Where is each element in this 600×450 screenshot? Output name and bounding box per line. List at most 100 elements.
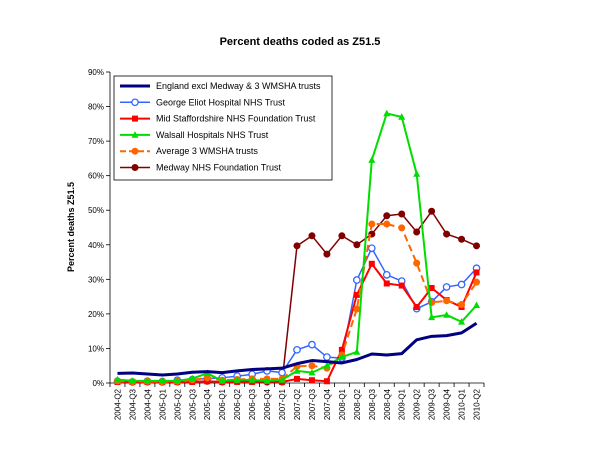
data-point bbox=[308, 362, 316, 370]
x-tick-label: 2005-Q3 bbox=[188, 388, 197, 420]
y-axis-label: Percent deaths Z51.5 bbox=[66, 182, 76, 272]
y-tick-label: 90% bbox=[88, 68, 104, 77]
x-tick-label: 2010-Q1 bbox=[458, 388, 467, 420]
data-point bbox=[353, 241, 361, 249]
y-tick-label: 60% bbox=[88, 172, 104, 181]
data-point bbox=[308, 377, 315, 384]
data-point bbox=[113, 375, 121, 383]
x-tick-label: 2004-Q3 bbox=[128, 388, 137, 420]
x-tick-label: 2004-Q2 bbox=[113, 388, 122, 420]
y-tick-label: 30% bbox=[88, 275, 104, 284]
x-tick-label: 2006-Q1 bbox=[218, 388, 227, 420]
data-point bbox=[368, 260, 375, 267]
y-tick-label: 10% bbox=[88, 344, 104, 353]
legend-entry: Walsall Hospitals NHS Trust bbox=[156, 130, 269, 140]
x-tick-label: 2005-Q4 bbox=[203, 388, 212, 420]
data-point bbox=[353, 348, 361, 355]
data-point bbox=[413, 259, 421, 267]
data-point bbox=[233, 376, 241, 383]
legend-entry: Medway NHS Foundation Trust bbox=[156, 163, 282, 173]
data-point bbox=[383, 280, 390, 287]
legend-marker bbox=[131, 147, 139, 155]
x-tick-label: 2006-Q4 bbox=[263, 388, 272, 420]
series-layer bbox=[113, 109, 481, 386]
data-point bbox=[367, 244, 376, 253]
data-point bbox=[428, 284, 435, 291]
data-point bbox=[442, 283, 451, 291]
data-point bbox=[473, 301, 481, 309]
data-point bbox=[308, 340, 316, 349]
data-point bbox=[323, 250, 331, 258]
x-tick-label: 2010-Q2 bbox=[473, 388, 482, 420]
y-tick-label: 70% bbox=[88, 137, 104, 146]
data-point bbox=[293, 345, 301, 354]
data-point bbox=[293, 367, 301, 374]
data-point bbox=[443, 297, 451, 305]
data-point bbox=[457, 280, 466, 289]
data-point bbox=[413, 228, 421, 236]
data-point bbox=[294, 375, 300, 382]
data-point bbox=[398, 224, 406, 232]
data-point bbox=[383, 109, 391, 117]
data-point bbox=[473, 269, 480, 276]
data-point bbox=[428, 313, 436, 321]
x-tick-label: 2006-Q2 bbox=[233, 388, 242, 420]
x-tick-label: 2007-Q1 bbox=[278, 388, 287, 420]
data-point bbox=[458, 235, 466, 243]
data-point bbox=[338, 346, 345, 353]
x-tick-label: 2009-Q3 bbox=[428, 388, 437, 420]
legend-box bbox=[113, 75, 333, 181]
data-point bbox=[413, 170, 421, 177]
data-point bbox=[263, 377, 271, 384]
y-tick-label: 0% bbox=[92, 379, 104, 388]
data-point bbox=[188, 374, 196, 382]
data-point bbox=[458, 318, 466, 325]
legend-marker bbox=[131, 131, 139, 138]
data-point bbox=[383, 220, 391, 228]
x-tick-label: 2008-Q2 bbox=[353, 388, 362, 420]
data-point bbox=[473, 242, 481, 250]
data-point bbox=[158, 377, 166, 384]
legend-entry: England excl Medway & 3 WMSHA trusts bbox=[156, 81, 321, 91]
data-point bbox=[323, 361, 331, 369]
data-point bbox=[308, 232, 316, 240]
x-tick-label: 2004-Q4 bbox=[143, 388, 152, 420]
data-point bbox=[428, 207, 436, 215]
legend-marker bbox=[131, 164, 139, 171]
x-tick-label: 2009-Q1 bbox=[398, 388, 407, 420]
x-tick-label: 2008-Q3 bbox=[368, 388, 377, 420]
y-tick-label: 80% bbox=[88, 103, 104, 112]
x-tick-label: 2006-Q3 bbox=[248, 388, 257, 420]
series-line bbox=[117, 247, 478, 383]
legend-entry: George Eliot Hospital NHS Trust bbox=[156, 97, 286, 107]
legend-marker bbox=[131, 98, 139, 107]
data-point bbox=[398, 210, 406, 218]
data-point bbox=[338, 232, 346, 240]
data-point bbox=[398, 113, 406, 120]
data-point bbox=[353, 291, 360, 298]
data-point bbox=[353, 305, 361, 313]
data-point bbox=[458, 301, 466, 309]
series-3 bbox=[113, 109, 481, 384]
data-point bbox=[293, 242, 301, 250]
x-tick-label: 2005-Q1 bbox=[158, 388, 167, 420]
data-point bbox=[278, 376, 286, 383]
data-point bbox=[128, 377, 136, 384]
x-tick-label: 2008-Q4 bbox=[383, 388, 392, 420]
data-point bbox=[338, 353, 346, 360]
x-tick-label: 2007-Q2 bbox=[293, 388, 302, 420]
y-tick-label: 40% bbox=[88, 241, 104, 250]
data-point bbox=[368, 220, 376, 228]
legend-marker bbox=[132, 115, 138, 122]
series-line bbox=[117, 321, 478, 377]
series-0 bbox=[117, 321, 478, 377]
y-tick-label: 50% bbox=[88, 206, 104, 215]
data-point bbox=[383, 212, 391, 220]
data-point bbox=[323, 353, 331, 361]
legend-entry: Average 3 WMSHA trusts bbox=[156, 146, 258, 156]
x-tick-label: 2007-Q4 bbox=[323, 388, 332, 420]
chart-title: Percent deaths coded as Z51.5 bbox=[220, 36, 381, 48]
data-point bbox=[248, 376, 256, 383]
data-point bbox=[308, 368, 316, 376]
